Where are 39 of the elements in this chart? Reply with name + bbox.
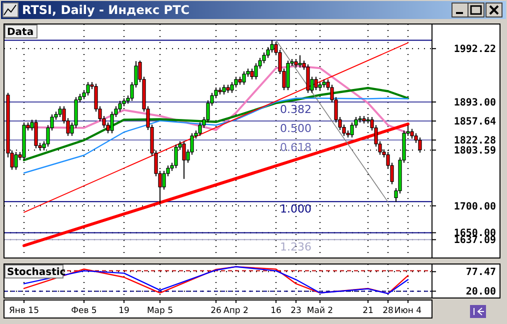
annotation: 1.236 [280, 240, 312, 254]
annotation: 0.618 [280, 141, 312, 154]
y-tick-label: 1803.59 [454, 146, 496, 157]
x-tick-label: Июн 4 [394, 306, 422, 316]
y-tick-label: 1822.28 [454, 136, 496, 147]
x-tick-label: Янв 15 [9, 306, 39, 316]
y-tick-label: 1857.64 [454, 116, 496, 128]
candlestick [58, 106, 62, 118]
x-tick-label: 16 [270, 306, 282, 316]
y-tick-label: 1637.09 [454, 235, 496, 246]
candlestick [250, 68, 254, 80]
y-tick-label: 1992.22 [454, 44, 496, 56]
annotation: 0.382 [280, 103, 312, 116]
candlestick [182, 140, 186, 180]
chart-subtitle: Data [7, 27, 34, 38]
chart-title: RTSI, Daily - Индекс РТС [22, 3, 190, 17]
chart-title: Stochastic [7, 267, 66, 278]
x-tick-label: 21 [362, 306, 374, 316]
candlestick [306, 64, 310, 94]
candlestick [222, 84, 226, 95]
y-tick-label: 20.00 [466, 286, 496, 298]
y-tick-label: 77.47 [466, 267, 496, 278]
candlestick [34, 119, 38, 149]
y-tick-label: 1893.00 [454, 98, 496, 108]
x-tick-label: 23 [290, 306, 302, 316]
candlestick [298, 54, 302, 68]
candlestick [410, 128, 414, 140]
y-tick-label: 1700.00 [454, 201, 496, 212]
x-tick-label: 28 [382, 306, 394, 316]
x-tick-label: 19 [118, 306, 130, 316]
annotation: 1.000 [280, 202, 312, 216]
candlestick [314, 76, 318, 91]
x-tick-label: Апр 2 [224, 306, 248, 316]
x-tick-label: 26 [210, 306, 222, 316]
x-tick-label: Май 2 [306, 306, 334, 316]
candlestick [242, 70, 246, 86]
x-tick-label: Фев 5 [71, 306, 97, 316]
annotation: 0.500 [280, 122, 312, 136]
x-tick-label: Мар 5 [146, 306, 174, 316]
